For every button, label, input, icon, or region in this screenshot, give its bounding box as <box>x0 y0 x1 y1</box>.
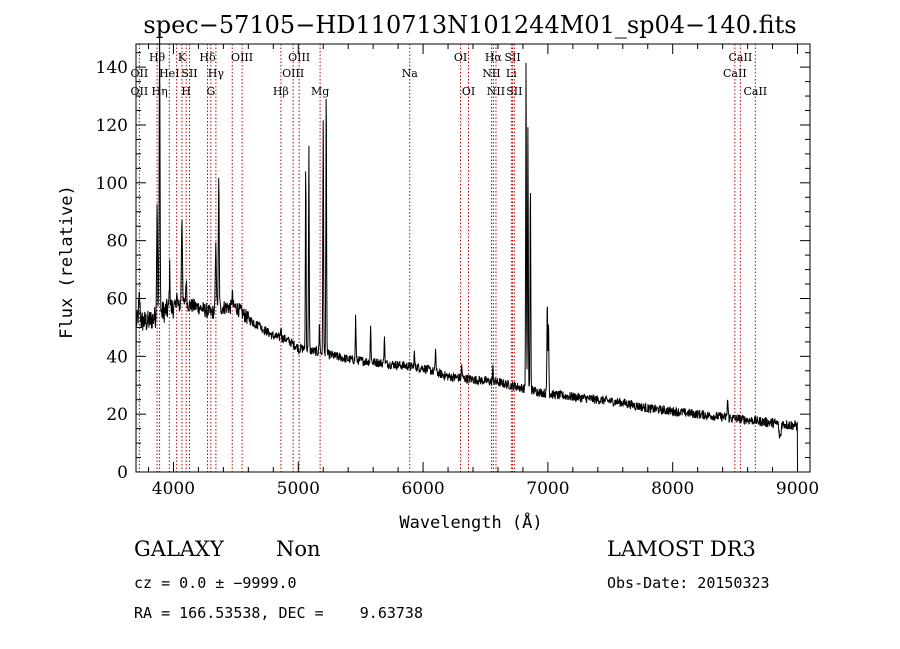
y-tick-label: 20 <box>106 405 128 425</box>
spectrum-series-line <box>135 35 798 473</box>
spectral-line-label: Hγ <box>208 67 225 80</box>
x-tick-label: 6000 <box>401 479 444 499</box>
object-class: GALAXY <box>134 537 224 561</box>
spectral-line-label: Li <box>506 67 517 80</box>
spectral-line-label: OIII <box>288 51 310 64</box>
x-axis-label: Wavelength (Å) <box>399 511 542 533</box>
spectral-line-markers <box>138 44 756 472</box>
spectral-line-label: Mg <box>311 85 329 98</box>
survey-name: LAMOST DR3 <box>607 537 756 561</box>
spectral-line-label: HeI <box>159 67 179 80</box>
spectral-line-label: SII <box>506 85 522 98</box>
spectral-line-label: Na <box>402 67 419 80</box>
y-tick-label: 80 <box>106 232 128 252</box>
y-tick-label: 40 <box>106 347 128 367</box>
spectral-line-label: OII <box>131 67 149 80</box>
spectral-line-labels: OIIOIIHθHηHeIKHSIIHδGHγOIIIHβOIIIOIIIMgN… <box>131 51 768 98</box>
spectral-line-label: Hβ <box>273 85 289 98</box>
object-subclass: Non <box>276 537 321 561</box>
y-tick-label: 120 <box>96 116 128 136</box>
spectral-line-label: G <box>206 85 215 98</box>
spectral-line-label: SII <box>504 51 520 64</box>
axis-ticks: 4000 5000 6000 7000 8000 9000 0 20 40 60 80 100 120 1… <box>96 44 819 499</box>
obs-date: Obs-Date: 20150323 <box>607 574 770 592</box>
y-axis-label: Flux (relative) <box>57 185 77 339</box>
spectral-line-label: OIII <box>282 67 304 80</box>
plot-frame <box>135 43 811 473</box>
spectral-line-label: CaII <box>723 67 747 80</box>
spectral-line-label: Hη <box>151 85 167 98</box>
chart-title: spec−57105−HD110713N101244M01_sp04−140.f… <box>143 11 796 39</box>
ra-dec-coordinates: RA = 166.53538, DEC = 9.63738 <box>134 604 423 622</box>
y-tick-label: 140 <box>96 58 128 78</box>
x-tick-label: 9000 <box>776 479 819 499</box>
spectral-line-label: NII <box>487 85 505 98</box>
spectral-line-label: OI <box>454 51 467 64</box>
x-tick-label: 7000 <box>526 479 569 499</box>
y-tick-label: 100 <box>96 174 128 194</box>
spectral-line-label: Hα <box>485 51 503 64</box>
spectral-line-label: CaII <box>743 85 767 98</box>
spectral-line-label: Hδ <box>199 51 216 64</box>
x-tick-label: 8000 <box>651 479 694 499</box>
spectral-line-label: Hθ <box>149 51 166 64</box>
y-tick-label: 0 <box>117 463 128 483</box>
spectral-line-label: CaII <box>729 51 753 64</box>
spectral-line-label: OI <box>462 85 475 98</box>
y-tick-label: 60 <box>106 289 128 309</box>
spectral-line-label: OII <box>131 85 149 98</box>
spectral-line-label: NII <box>482 67 500 80</box>
spectral-line-label: K <box>178 51 187 64</box>
x-tick-label: 4000 <box>152 479 195 499</box>
redshift-cz: cz = 0.0 ± −9999.0 <box>134 574 297 592</box>
spectral-line-label: H <box>181 85 191 98</box>
spectral-line-label: OIII <box>231 51 253 64</box>
spectral-line-label: SII <box>181 67 197 80</box>
x-tick-label: 5000 <box>277 479 320 499</box>
